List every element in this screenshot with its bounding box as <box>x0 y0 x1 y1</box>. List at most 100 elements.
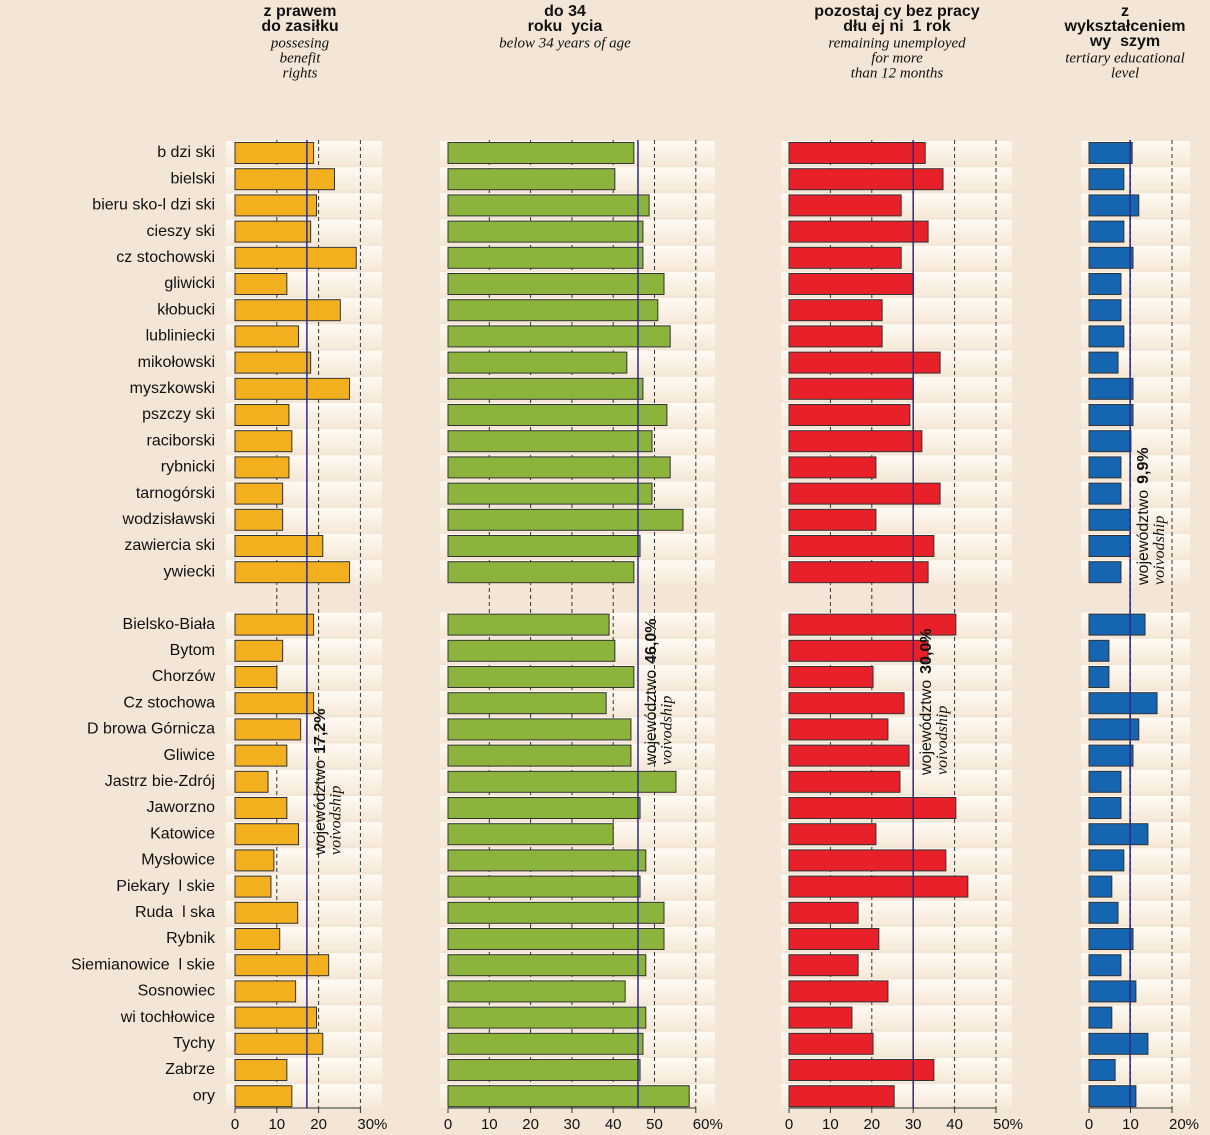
panel-title: roku ycia <box>528 18 603 35</box>
bar <box>788 928 880 950</box>
reference-value: 9,9% <box>1135 447 1152 483</box>
x-tick-label: 0 <box>1085 1116 1093 1133</box>
bar <box>788 613 957 636</box>
category-label: cieszy ski <box>147 223 215 240</box>
bar <box>234 220 312 243</box>
category-label: Mysłowice <box>141 852 215 869</box>
category-label: cz stochowski <box>116 249 215 266</box>
bar <box>234 482 284 505</box>
bar <box>447 1032 644 1055</box>
category-label: zawiercia ski <box>124 537 215 554</box>
x-tick-label: 20 <box>522 1116 539 1133</box>
bar <box>1088 823 1149 846</box>
panel-title: dłu ej ni 1 rok <box>843 18 951 35</box>
x-tick-label: 40 <box>946 1116 963 1133</box>
bar <box>1088 770 1122 793</box>
bar <box>788 718 889 741</box>
category-label: Piekary l skie <box>116 878 215 895</box>
bar <box>1088 508 1131 531</box>
bar <box>1088 797 1122 819</box>
bar <box>447 168 616 191</box>
bar <box>234 954 330 977</box>
bar <box>1088 220 1125 243</box>
bar <box>788 299 883 322</box>
category-label: wi tochłowice <box>120 1009 215 1026</box>
bar <box>1088 168 1125 191</box>
x-tick-label: 20 <box>310 1116 327 1133</box>
reference-value: 46,0% <box>643 618 660 663</box>
panel-subtitle: benefit <box>280 50 322 66</box>
category-label: bieru sko-l dzi ski <box>92 197 215 214</box>
reference-name: województwo 30,0% <box>918 628 935 776</box>
category-label: Bielsko-Biała <box>123 616 216 633</box>
bar <box>234 535 324 557</box>
category-label: Sosnowiec <box>138 983 215 1000</box>
bar <box>234 351 312 374</box>
bar <box>788 482 941 505</box>
category-label: Cz stochowa <box>123 694 215 711</box>
bar <box>234 456 290 479</box>
reference-name: województwo 9,9% <box>1135 447 1152 586</box>
bar <box>1088 299 1122 322</box>
reference-value: 30,0% <box>918 628 935 673</box>
category-label: lubliniecki <box>146 328 215 345</box>
bar <box>788 535 935 557</box>
bar <box>1088 535 1131 557</box>
category-label: Bytom <box>170 642 215 659</box>
bar <box>1088 613 1146 636</box>
bar <box>447 377 644 400</box>
category-label: D browa Górnicza <box>87 721 215 738</box>
bar <box>447 325 671 348</box>
bar <box>788 273 914 295</box>
bar <box>447 980 626 1003</box>
bar <box>788 1006 853 1029</box>
category-label: wodzisławski <box>122 511 215 528</box>
bar <box>447 823 614 846</box>
bar <box>1088 246 1134 269</box>
category-label: ywiecki <box>163 563 215 580</box>
bar <box>1088 325 1125 348</box>
reference-name-en: voivodship <box>1151 516 1168 585</box>
bar <box>1088 482 1122 505</box>
x-tick-label: 10 <box>822 1116 839 1133</box>
bar <box>1088 1085 1137 1108</box>
bar <box>1088 142 1133 164</box>
panel-title: z <box>1121 3 1129 20</box>
bar <box>447 692 607 715</box>
bar <box>788 770 901 793</box>
bar <box>447 954 647 977</box>
bar <box>788 1085 895 1108</box>
bar <box>447 194 650 217</box>
bar <box>788 823 877 846</box>
bar <box>447 1006 647 1029</box>
bar <box>1088 692 1158 715</box>
panel-title: do zasiłku <box>261 18 338 35</box>
bar <box>234 194 318 217</box>
bar <box>788 875 969 898</box>
x-tick-label: 30% <box>357 1116 387 1133</box>
category-label: bielski <box>171 170 215 187</box>
bar <box>1088 954 1122 977</box>
panel-subtitle: tertiary educational <box>1065 50 1185 66</box>
category-label: Gliwice <box>163 747 215 764</box>
bar <box>788 508 877 531</box>
bar <box>788 430 923 453</box>
bar <box>788 325 883 348</box>
bar <box>1088 980 1137 1003</box>
category-label: Zabrze <box>165 1061 215 1078</box>
reference-name: województwo 46,0% <box>643 618 660 766</box>
bar <box>447 639 616 662</box>
bar <box>234 666 278 688</box>
x-tick-label: 0 <box>231 1116 239 1133</box>
bar <box>1088 901 1119 924</box>
bar <box>234 797 288 819</box>
category-label: myszkowski <box>130 380 215 397</box>
bar <box>788 561 929 584</box>
x-tick-label: 20 <box>863 1116 880 1133</box>
category-label: raciborski <box>147 432 215 449</box>
bar <box>447 273 665 295</box>
bar <box>788 639 929 662</box>
bar <box>447 299 659 322</box>
bar <box>447 928 665 950</box>
